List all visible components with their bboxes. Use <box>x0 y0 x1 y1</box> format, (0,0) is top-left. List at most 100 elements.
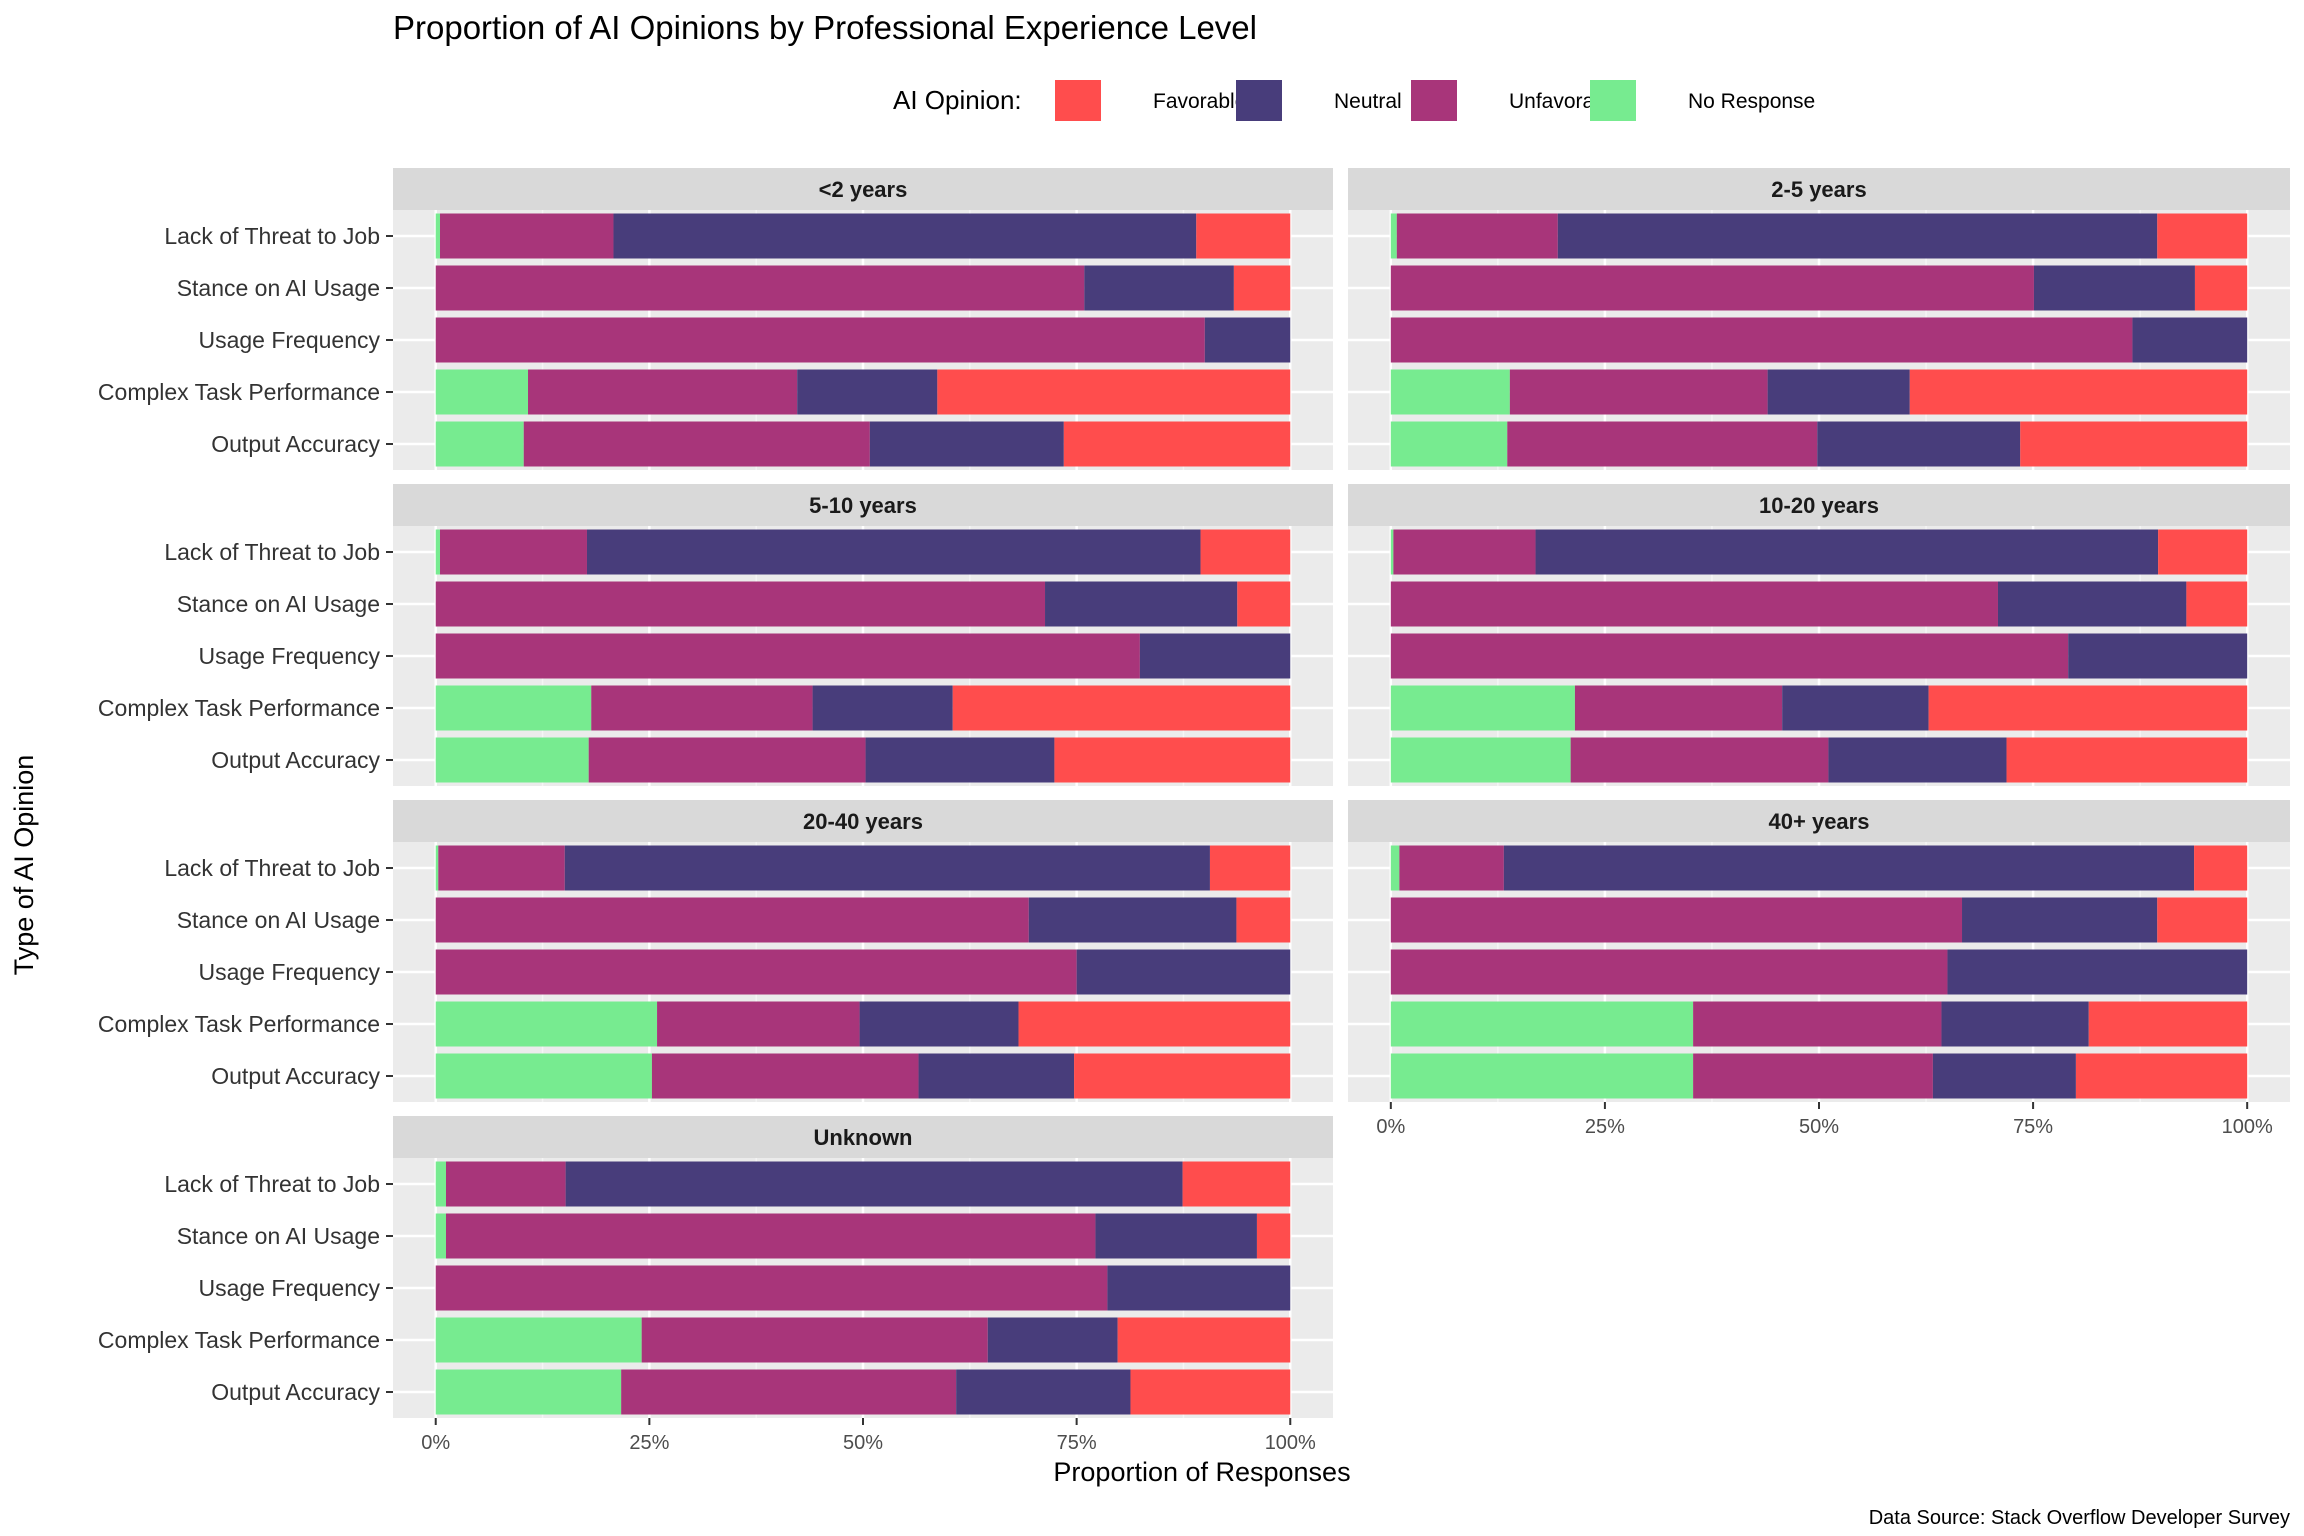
bar-favorable-stance-on-ai-usage <box>2186 581 2248 627</box>
bar-unfavorable-stance-on-ai-usage <box>1390 265 2034 311</box>
bar-neutral-stance-on-ai-usage <box>1084 265 1234 311</box>
bar-unfavorable-output-accuracy <box>1507 421 1818 467</box>
facet-strip-label: 20-40 years <box>803 809 923 834</box>
facet-panels: <2 years Lack of Threat to Job Stance on A… <box>98 168 2290 1454</box>
x-tick-label: 0% <box>421 1432 450 1454</box>
bar-no-response-output-accuracy <box>435 737 589 783</box>
facet-strip <box>1348 800 2290 842</box>
legend-label-neutral: Neutral <box>1334 90 1402 113</box>
bar-neutral-complex-task-performance <box>812 685 953 731</box>
panel-10-20-years: 10-20 years <box>1348 484 2290 786</box>
bar-neutral-usage-frequency <box>1139 633 1291 679</box>
bar-unfavorable-stance-on-ai-usage <box>435 581 1046 627</box>
bar-no-response-stance-on-ai-usage <box>435 1213 446 1259</box>
legend-key-no-response <box>1590 80 1636 121</box>
bar-favorable-output-accuracy <box>2075 1053 2248 1099</box>
x-tick-label: 75% <box>1057 1432 1097 1454</box>
bar-neutral-stance-on-ai-usage <box>1095 1213 1257 1259</box>
bar-favorable-complex-task-performance <box>1117 1317 1291 1363</box>
bar-no-response-complex-task-performance <box>435 1317 642 1363</box>
bar-unfavorable-lack-of-threat-to-job <box>438 845 565 891</box>
bar-favorable-output-accuracy <box>1054 737 1291 783</box>
bar-unfavorable-usage-frequency <box>435 317 1205 363</box>
bar-no-response-output-accuracy <box>435 1369 622 1415</box>
bar-no-response-complex-task-performance <box>435 1001 658 1047</box>
bar-unfavorable-stance-on-ai-usage <box>1390 897 1963 943</box>
bar-no-response-lack-of-threat-to-job <box>435 529 440 575</box>
bar-unfavorable-complex-task-performance <box>1574 685 1783 731</box>
y-tick-label: Lack of Threat to Job <box>164 855 380 881</box>
bar-unfavorable-complex-task-performance <box>657 1001 860 1047</box>
x-tick-label: 25% <box>1585 1116 1625 1138</box>
bar-neutral-usage-frequency <box>1076 949 1291 995</box>
bar-neutral-lack-of-threat-to-job <box>1557 213 2158 259</box>
y-tick-label: Output Accuracy <box>211 747 380 773</box>
y-tick-label: Output Accuracy <box>211 431 380 457</box>
bar-neutral-output-accuracy <box>956 1369 1131 1415</box>
bar-no-response-lack-of-threat-to-job <box>435 1161 446 1207</box>
bar-neutral-complex-task-performance <box>1941 1001 2089 1047</box>
bar-favorable-stance-on-ai-usage <box>1236 897 1291 943</box>
legend-key-unfavorable <box>1411 80 1457 121</box>
facet-strip-label: 5-10 years <box>809 493 917 518</box>
bar-unfavorable-stance-on-ai-usage <box>1390 581 1998 627</box>
facet-strip <box>1348 484 2290 526</box>
bar-neutral-usage-frequency <box>1947 949 2248 995</box>
bar-unfavorable-complex-task-performance <box>1693 1001 1942 1047</box>
y-tick-label: Lack of Threat to Job <box>164 539 380 565</box>
facet-strip <box>393 1116 1333 1158</box>
panel-5-10-years: 5-10 years Lack of Threat to Job Stance on… <box>98 484 1333 786</box>
bar-neutral-stance-on-ai-usage <box>2033 265 2195 311</box>
bar-no-response-lack-of-threat-to-job <box>435 845 439 891</box>
x-tick-label: 50% <box>843 1432 883 1454</box>
bar-favorable-stance-on-ai-usage <box>1256 1213 1291 1259</box>
bar-unfavorable-output-accuracy <box>523 421 870 467</box>
bar-favorable-stance-on-ai-usage <box>2194 265 2248 311</box>
y-tick-label: Usage Frequency <box>198 327 380 353</box>
panel-40-years: 40+ years 0% 25% 50% 75% 100% <box>1348 800 2290 1138</box>
facet-strip <box>393 484 1333 526</box>
bar-no-response-complex-task-performance <box>435 685 592 731</box>
bar-no-response-output-accuracy <box>1390 1053 1694 1099</box>
bar-neutral-lack-of-threat-to-job <box>613 213 1197 259</box>
bar-unfavorable-usage-frequency <box>1390 633 2069 679</box>
bar-neutral-output-accuracy <box>1817 421 2021 467</box>
legend-label-no-response: No Response <box>1688 90 1815 113</box>
panel-2-5-years: 2-5 years <box>1348 168 2290 470</box>
bar-neutral-stance-on-ai-usage <box>1962 897 2158 943</box>
bar-unfavorable-stance-on-ai-usage <box>445 1213 1096 1259</box>
bar-favorable-complex-task-performance <box>1928 685 2248 731</box>
bar-no-response-complex-task-performance <box>1390 1001 1694 1047</box>
bar-favorable-complex-task-performance <box>1909 369 2248 415</box>
facet-strip-label: Unknown <box>814 1125 913 1150</box>
bar-unfavorable-stance-on-ai-usage <box>435 897 1029 943</box>
y-tick-label: Complex Task Performance <box>98 1327 380 1353</box>
bar-unfavorable-usage-frequency <box>1390 317 2133 363</box>
bar-unfavorable-output-accuracy <box>651 1053 919 1099</box>
legend-key-neutral <box>1236 80 1282 121</box>
x-axis-title: Proportion of Responses <box>1053 1457 1350 1487</box>
bar-neutral-complex-task-performance <box>1767 369 1910 415</box>
x-tick-label: 100% <box>2222 1116 2273 1138</box>
y-tick-label: Stance on AI Usage <box>177 907 380 933</box>
y-axis-title: Type of AI Opinion <box>9 755 39 976</box>
bar-unfavorable-usage-frequency <box>1390 949 1948 995</box>
bar-favorable-output-accuracy <box>1130 1369 1291 1415</box>
y-tick-label: Stance on AI Usage <box>177 1223 380 1249</box>
bar-favorable-output-accuracy <box>2020 421 2248 467</box>
bar-neutral-lack-of-threat-to-job <box>586 529 1201 575</box>
bar-unfavorable-lack-of-threat-to-job <box>1399 845 1504 891</box>
bar-neutral-output-accuracy <box>1932 1053 2076 1099</box>
bar-no-response-complex-task-performance <box>435 369 529 415</box>
facet-strip <box>393 168 1333 210</box>
facet-strip-label: 10-20 years <box>1759 493 1879 518</box>
y-tick-label: Stance on AI Usage <box>177 275 380 301</box>
bar-no-response-lack-of-threat-to-job <box>1390 845 1400 891</box>
y-tick-label: Usage Frequency <box>198 643 380 669</box>
x-tick-label: 50% <box>1799 1116 1839 1138</box>
bar-no-response-lack-of-threat-to-job <box>1390 529 1394 575</box>
y-tick-label: Complex Task Performance <box>98 379 380 405</box>
bar-neutral-lack-of-threat-to-job <box>1503 845 2195 891</box>
bar-neutral-complex-task-performance <box>987 1317 1118 1363</box>
